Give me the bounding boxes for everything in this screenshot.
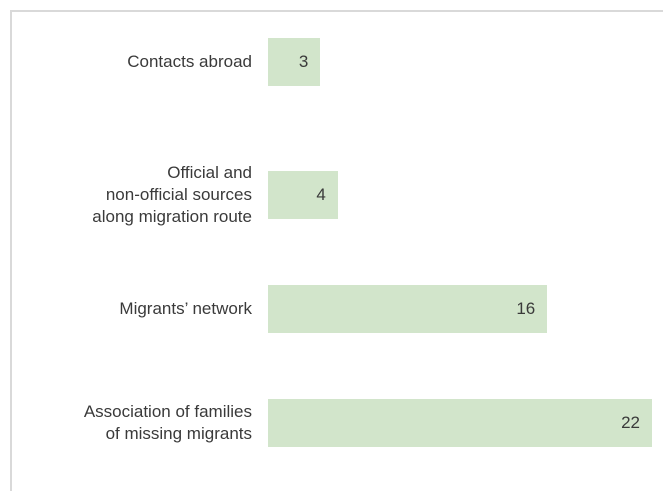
category-label: Migrants’ network	[2, 298, 252, 320]
chart: Contacts abroad 3 Official and non-officia…	[0, 0, 663, 491]
value-label: 4	[268, 185, 326, 205]
category-label: Contacts abroad	[2, 51, 252, 73]
value-label: 16	[268, 299, 535, 319]
value-label: 3	[268, 52, 308, 72]
value-label: 22	[268, 413, 640, 433]
category-label: Association of families of missing migra…	[2, 401, 252, 445]
frame	[10, 10, 663, 12]
category-label: Official and non-official sources along …	[2, 162, 252, 228]
